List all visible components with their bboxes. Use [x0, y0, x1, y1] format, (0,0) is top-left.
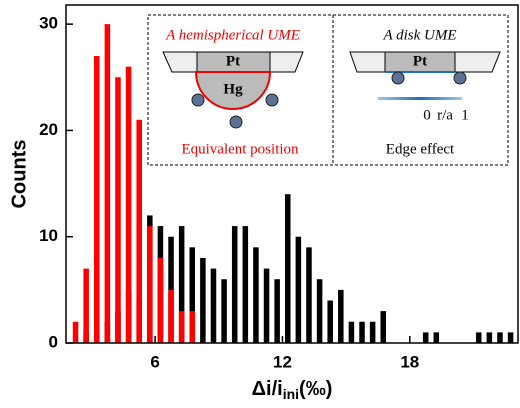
bar	[210, 268, 217, 343]
bar	[136, 119, 142, 343]
bar	[72, 321, 79, 343]
y-axis-label: Counts	[8, 140, 30, 209]
bar	[263, 268, 270, 343]
bar	[253, 247, 259, 343]
x-label-main: Δi/i	[252, 378, 283, 400]
electrode-label: Pt	[226, 53, 240, 69]
bar	[178, 311, 185, 343]
bar	[295, 236, 302, 343]
x-tick-label: 12	[273, 352, 292, 371]
x-tick-label: 6	[150, 352, 159, 371]
x-label-unit: (‰)	[299, 378, 332, 400]
bar	[168, 289, 174, 343]
bar	[242, 226, 249, 343]
y-tick-label: 20	[39, 120, 58, 139]
bar	[507, 332, 514, 343]
drop-label: Hg	[223, 81, 243, 97]
inset-caption: Equivalent position	[181, 141, 299, 157]
bar	[306, 247, 312, 343]
bar	[200, 257, 206, 343]
x-tick-label: 18	[400, 352, 419, 371]
bar	[348, 321, 355, 343]
scale-label: 1	[461, 107, 469, 123]
hg-drop	[194, 71, 272, 110]
x-axis-label: Δi/iini(‰)	[252, 378, 333, 401]
bar	[274, 279, 280, 343]
bar	[486, 332, 493, 343]
bar	[189, 247, 196, 343]
y-tick-label: 30	[39, 14, 58, 33]
inset-title: A hemispherical UME	[165, 27, 300, 43]
bar	[115, 77, 121, 343]
x-label-sub: ini	[283, 386, 299, 402]
particle	[391, 71, 405, 85]
bar	[422, 332, 429, 343]
bar	[125, 66, 132, 343]
bar	[189, 311, 196, 343]
bar	[369, 321, 376, 343]
y-tick-label: 0	[49, 332, 58, 351]
particle	[229, 115, 243, 129]
inset-title: A disk UME	[382, 27, 456, 43]
bar	[316, 279, 323, 343]
bar	[83, 268, 89, 343]
electrode-label: Pt	[413, 53, 427, 69]
bar	[104, 24, 111, 343]
bar	[433, 332, 440, 343]
bar	[327, 300, 333, 343]
bar	[231, 226, 238, 343]
bar	[147, 226, 153, 343]
scale-label: r/a	[437, 107, 453, 123]
particle	[191, 93, 205, 107]
scale-bar	[378, 97, 462, 100]
inset-caption: Edge effect	[386, 141, 455, 157]
bar	[178, 226, 185, 343]
plot-frame	[65, 4, 519, 344]
bar	[157, 257, 164, 343]
y-tick-label: 10	[39, 226, 58, 245]
bar	[380, 311, 387, 343]
bar	[221, 279, 227, 343]
bar	[338, 289, 344, 343]
particle	[453, 71, 467, 85]
bar	[497, 332, 503, 343]
bar	[94, 56, 100, 344]
bar	[359, 321, 365, 343]
inset: A hemispherical UME Pt Hg Equivalent pos…	[147, 14, 509, 166]
bar	[475, 332, 482, 343]
particle	[265, 93, 279, 107]
bar	[284, 194, 291, 343]
scale-label: 0	[423, 107, 431, 123]
